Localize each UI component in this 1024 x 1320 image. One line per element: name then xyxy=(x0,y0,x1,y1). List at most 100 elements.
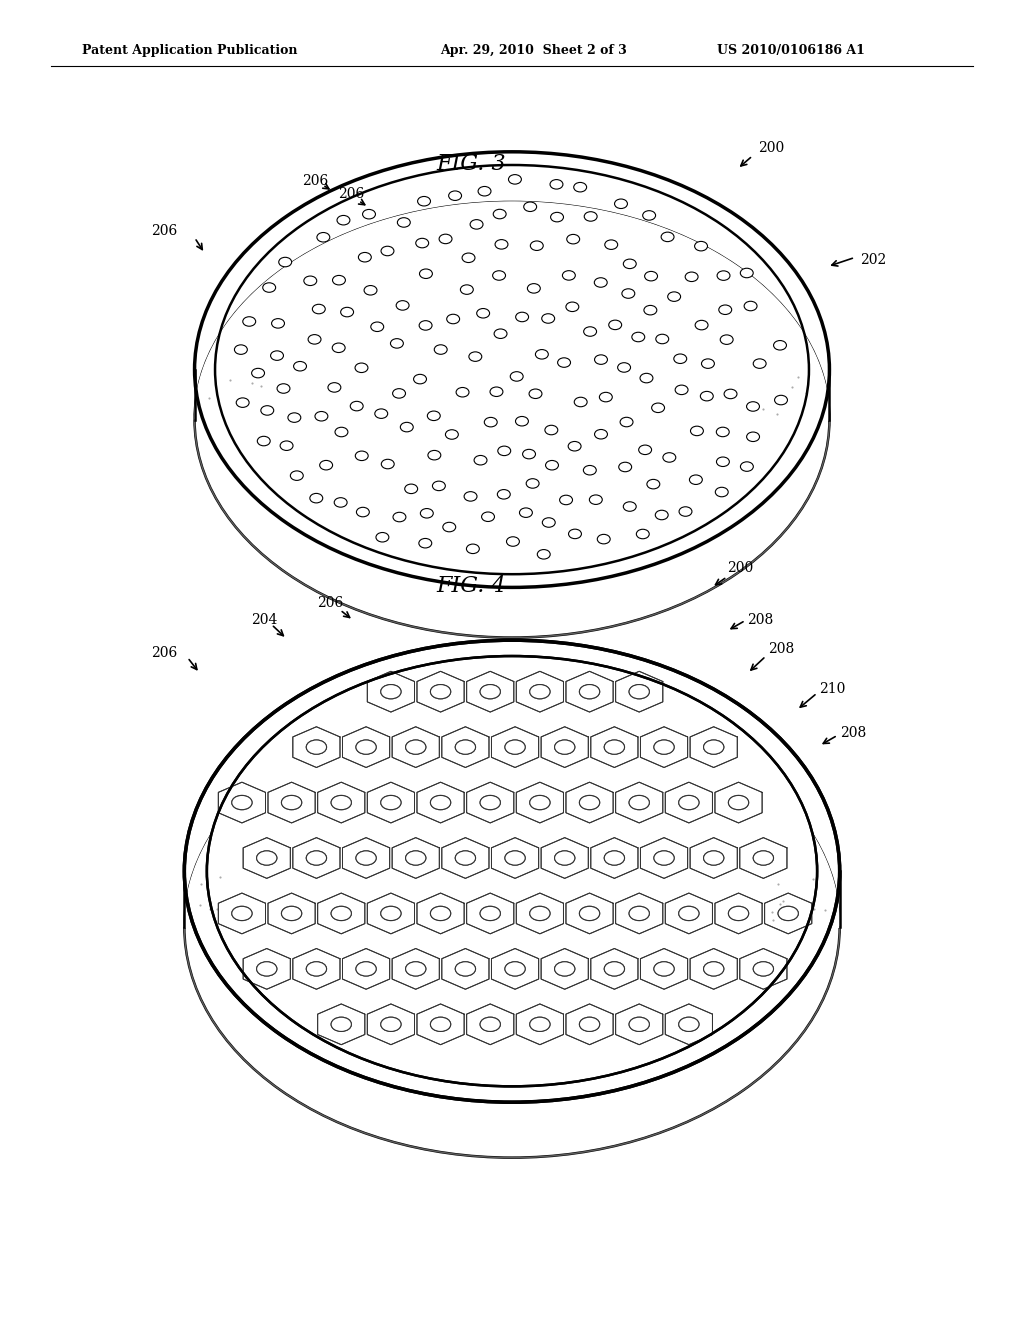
Ellipse shape xyxy=(406,962,426,975)
Ellipse shape xyxy=(381,796,401,809)
Ellipse shape xyxy=(527,284,541,293)
Text: 202: 202 xyxy=(860,253,887,267)
Ellipse shape xyxy=(430,685,451,698)
Ellipse shape xyxy=(282,907,302,920)
Ellipse shape xyxy=(337,215,350,224)
Ellipse shape xyxy=(717,428,729,437)
Text: 206: 206 xyxy=(317,597,344,610)
Ellipse shape xyxy=(418,197,430,206)
Ellipse shape xyxy=(406,851,426,865)
Ellipse shape xyxy=(522,449,536,459)
Polygon shape xyxy=(195,202,829,420)
Ellipse shape xyxy=(740,268,754,277)
Ellipse shape xyxy=(515,417,528,426)
Ellipse shape xyxy=(740,462,754,471)
Ellipse shape xyxy=(566,235,580,244)
Ellipse shape xyxy=(252,368,264,378)
Ellipse shape xyxy=(538,549,550,560)
Ellipse shape xyxy=(526,479,539,488)
Ellipse shape xyxy=(271,318,285,329)
Ellipse shape xyxy=(654,741,674,754)
Ellipse shape xyxy=(263,282,275,292)
Ellipse shape xyxy=(414,375,426,384)
Ellipse shape xyxy=(469,352,481,362)
Ellipse shape xyxy=(529,685,550,698)
Ellipse shape xyxy=(604,962,625,975)
Ellipse shape xyxy=(390,339,403,348)
Ellipse shape xyxy=(542,314,555,323)
Text: 200: 200 xyxy=(727,561,754,574)
Ellipse shape xyxy=(498,490,510,499)
Ellipse shape xyxy=(474,455,487,465)
Ellipse shape xyxy=(632,333,645,342)
Ellipse shape xyxy=(306,851,327,865)
Ellipse shape xyxy=(481,512,495,521)
Ellipse shape xyxy=(555,962,574,975)
Ellipse shape xyxy=(304,276,316,285)
Ellipse shape xyxy=(595,429,607,440)
Ellipse shape xyxy=(288,413,301,422)
Ellipse shape xyxy=(505,962,525,975)
Ellipse shape xyxy=(257,851,276,865)
Text: 206: 206 xyxy=(152,647,178,660)
Ellipse shape xyxy=(406,851,426,865)
Text: 208: 208 xyxy=(840,726,866,739)
Ellipse shape xyxy=(456,851,475,865)
Ellipse shape xyxy=(754,962,773,975)
Ellipse shape xyxy=(294,362,306,371)
Ellipse shape xyxy=(719,305,732,314)
Ellipse shape xyxy=(421,508,433,517)
Ellipse shape xyxy=(462,253,475,263)
Ellipse shape xyxy=(674,354,687,363)
Ellipse shape xyxy=(728,907,749,920)
Ellipse shape xyxy=(746,401,760,412)
Ellipse shape xyxy=(282,907,302,920)
Ellipse shape xyxy=(428,450,440,459)
Ellipse shape xyxy=(529,796,550,809)
Ellipse shape xyxy=(703,962,724,975)
Ellipse shape xyxy=(703,962,724,975)
Ellipse shape xyxy=(580,1018,600,1031)
Ellipse shape xyxy=(356,741,376,754)
Ellipse shape xyxy=(362,210,376,219)
Ellipse shape xyxy=(480,685,501,698)
Ellipse shape xyxy=(306,741,327,754)
Ellipse shape xyxy=(604,851,625,865)
Ellipse shape xyxy=(694,242,708,251)
Ellipse shape xyxy=(406,741,426,754)
Ellipse shape xyxy=(308,334,321,345)
Ellipse shape xyxy=(445,430,459,440)
Ellipse shape xyxy=(629,907,649,920)
Ellipse shape xyxy=(562,271,575,280)
Ellipse shape xyxy=(456,388,469,397)
Ellipse shape xyxy=(279,257,292,267)
Ellipse shape xyxy=(580,1018,600,1031)
Ellipse shape xyxy=(231,907,252,920)
Ellipse shape xyxy=(754,851,773,865)
Ellipse shape xyxy=(724,389,737,399)
Ellipse shape xyxy=(580,907,600,920)
Ellipse shape xyxy=(356,962,376,975)
Ellipse shape xyxy=(278,384,290,393)
Ellipse shape xyxy=(234,345,248,354)
Ellipse shape xyxy=(306,962,327,975)
Ellipse shape xyxy=(510,372,523,381)
Ellipse shape xyxy=(430,796,451,809)
Ellipse shape xyxy=(574,397,587,407)
Ellipse shape xyxy=(406,962,426,975)
Ellipse shape xyxy=(595,355,607,364)
Ellipse shape xyxy=(331,1018,351,1031)
Ellipse shape xyxy=(371,322,384,331)
Ellipse shape xyxy=(624,259,636,268)
Ellipse shape xyxy=(509,174,521,183)
Ellipse shape xyxy=(640,374,653,383)
Text: 210: 210 xyxy=(819,682,846,696)
Ellipse shape xyxy=(257,962,276,975)
Ellipse shape xyxy=(529,1018,550,1031)
Ellipse shape xyxy=(494,210,506,219)
Ellipse shape xyxy=(629,796,649,809)
Text: 208: 208 xyxy=(748,614,774,627)
Ellipse shape xyxy=(703,851,724,865)
Ellipse shape xyxy=(328,383,341,392)
Ellipse shape xyxy=(356,962,376,975)
